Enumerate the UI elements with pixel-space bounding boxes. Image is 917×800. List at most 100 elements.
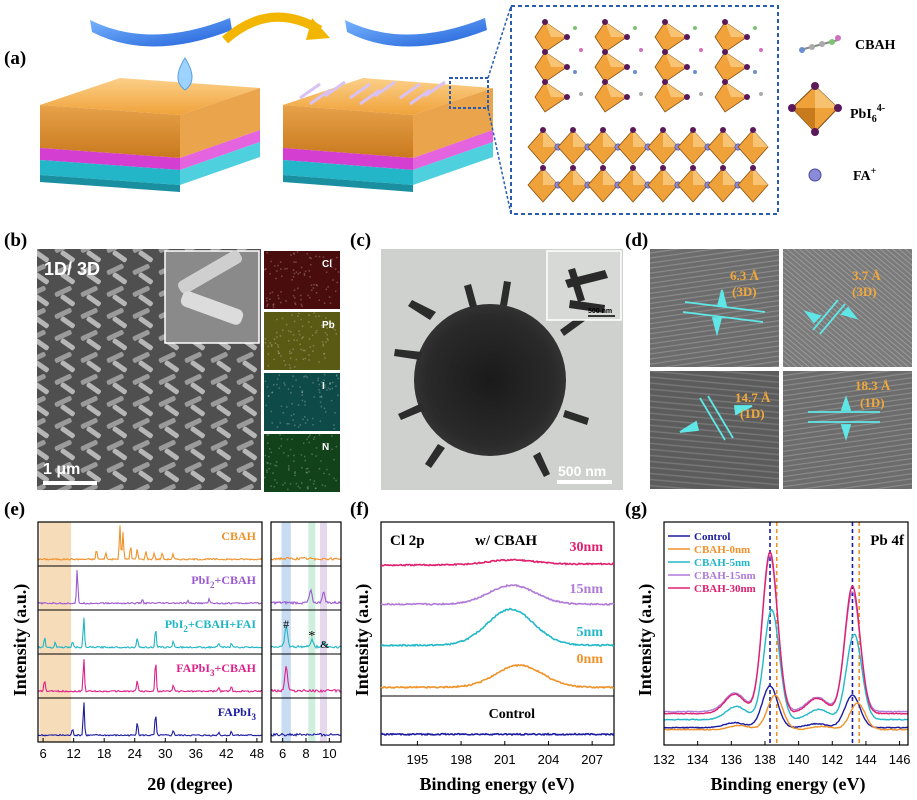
xps-cl-trace xyxy=(380,732,615,737)
xrd-trace xyxy=(37,702,263,737)
e-tick-label: 24 xyxy=(127,746,141,761)
octahedron xyxy=(737,127,769,165)
tem-inset xyxy=(546,250,622,321)
droplet-icon xyxy=(177,57,193,91)
panel-a: (a) xyxy=(4,5,896,215)
spacing-2-value: 3.7 Å xyxy=(852,268,882,283)
sem-title: 1D/ 3D xyxy=(44,259,100,279)
xps-cl-trace-label: 15nm xyxy=(570,582,604,597)
xrd-zoom-trace xyxy=(270,556,342,561)
f-subtitle: w/ CBAH xyxy=(475,533,537,549)
process-arrow-icon xyxy=(222,12,323,44)
zoom-box xyxy=(449,77,489,109)
xps-pb-trace xyxy=(664,694,909,731)
g-title: Pb 4f xyxy=(870,533,905,549)
octahedra-chain xyxy=(714,19,763,113)
xrd-zoom-trace xyxy=(270,588,342,606)
spacing-1-value: 6.3 Å xyxy=(730,268,760,283)
panel-f: (f) Intensity (a.u.) Binding energy (eV)… xyxy=(350,499,615,795)
panel-c: (c) 500 nm 500 nm xyxy=(350,230,623,490)
xrd-zoom-trace xyxy=(270,624,342,649)
xps-pb-trace xyxy=(663,608,909,721)
pbi6-legend-label: PbI xyxy=(850,107,872,122)
xrd-series-label: FAPbI3 xyxy=(218,705,257,722)
octahedron xyxy=(587,165,622,203)
octahedron xyxy=(677,127,712,165)
e-tick-label: 30 xyxy=(158,746,172,761)
panel-g-label: (g) xyxy=(625,499,647,520)
e-tick-label: 18 xyxy=(97,746,111,761)
xps-cl-trace-label: Control xyxy=(489,707,536,722)
f-tick-label: 195 xyxy=(407,752,429,767)
cbah-molecule-icon xyxy=(799,35,841,53)
peak-marker-star: * xyxy=(308,629,315,644)
xps-cl-trace xyxy=(380,663,615,690)
e-zoom-tick-label: 6 xyxy=(279,746,286,761)
g-tick-label: 132 xyxy=(653,752,675,767)
fa-cation-icon xyxy=(808,168,822,182)
sem-scale-label: 1 μm xyxy=(43,461,80,478)
e-tick-label: 42 xyxy=(219,746,233,761)
f-tick-label: 198 xyxy=(450,752,472,767)
octahedron xyxy=(647,165,682,203)
e-xlabel: 2θ (degree) xyxy=(147,774,233,795)
f-xlabel: Binding energy (eV) xyxy=(420,774,575,795)
xrd-trace xyxy=(37,617,262,649)
eds-map-i: I xyxy=(264,373,340,431)
xps-cl-trace-label: 30nm xyxy=(570,540,604,555)
hrtem-tile-1 xyxy=(650,249,779,367)
panel-e-label: (e) xyxy=(4,499,25,520)
zoom-highlight-band xyxy=(281,522,291,742)
cbah-legend-label: CBAH xyxy=(855,38,896,53)
g-legend-label: CBAH-0nm xyxy=(694,544,750,556)
f-ylabel: Intensity (a.u.) xyxy=(352,584,373,697)
g-frame xyxy=(663,521,909,746)
xrd-trace xyxy=(37,659,263,694)
panel-g: (g) Intensity (a.u.) Binding energy (eV)… xyxy=(625,499,910,795)
g-legend-label: CBAH-15nm xyxy=(694,570,756,582)
e-zoom-tick-label: 10 xyxy=(322,746,336,761)
octahedra-chain xyxy=(534,19,583,113)
crystal-structure-inset xyxy=(487,5,779,215)
e-main-frame xyxy=(37,521,263,743)
g-legend-label: Control xyxy=(694,531,730,543)
e-zoom-tick-label: 8 xyxy=(302,746,309,761)
octahedron xyxy=(677,165,712,203)
zoom-highlight-band xyxy=(320,522,327,742)
xps-cl-trace xyxy=(380,584,615,606)
device-stack-coating xyxy=(40,18,260,192)
xrd-trace xyxy=(37,570,263,605)
f-tick-label: 204 xyxy=(538,752,560,767)
e-tick-label: 12 xyxy=(66,746,80,761)
panel-d: (d) 6.3 Å (3D) 3.7 Å (3D) 14.7 Å (1D) 18… xyxy=(625,230,912,489)
eds-map-cl: Cl xyxy=(264,251,340,309)
panel-d-label: (d) xyxy=(625,230,648,251)
octahedron xyxy=(647,127,682,165)
pbi6-octahedron-icon xyxy=(788,82,842,136)
e-ylabel: Intensity (a.u.) xyxy=(10,584,31,697)
e-tick-label: 6 xyxy=(39,746,46,761)
g-tick-label: 138 xyxy=(754,752,776,767)
peak-marker-hash: # xyxy=(283,617,289,631)
peak-marker-amp: & xyxy=(320,639,329,651)
panel-b-label: (b) xyxy=(4,230,27,251)
device-stack-coated xyxy=(283,18,493,192)
zoom-highlight-band xyxy=(308,522,316,742)
e-tick-label: 48 xyxy=(250,746,264,761)
octahedron xyxy=(557,127,592,165)
xrd-series-label: CBAH xyxy=(221,529,256,543)
xrd-series-label: PbI2+CBAH+FAI xyxy=(165,617,257,634)
octahedron xyxy=(617,165,652,203)
g-tick-label: 142 xyxy=(821,752,843,767)
xrd-trace xyxy=(37,525,263,561)
spacing-4-phase: (1D) xyxy=(860,395,885,410)
panel-f-label: (f) xyxy=(350,499,369,520)
octahedra-chain xyxy=(594,19,643,113)
octahedron xyxy=(707,127,742,165)
panel-e: (e) Intensity (a.u.) 2θ (degree) CBAH PbI… xyxy=(4,499,342,795)
eds-map-pb: Pb xyxy=(264,312,340,370)
blade-icon xyxy=(90,18,232,47)
eds-label: N xyxy=(322,442,329,453)
xps-cl-trace xyxy=(380,558,614,567)
g-tick-label: 140 xyxy=(788,752,810,767)
